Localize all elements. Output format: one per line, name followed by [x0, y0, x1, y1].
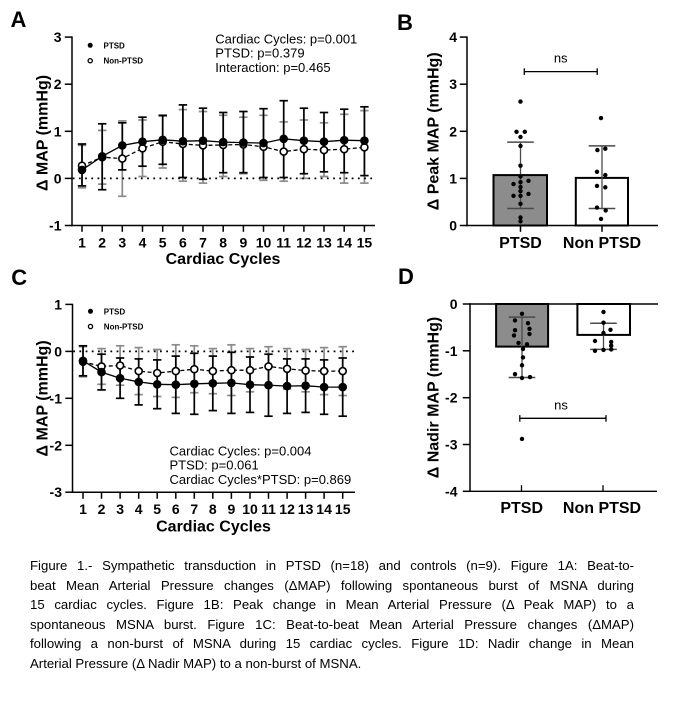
svg-text:5: 5: [159, 235, 167, 251]
svg-text:2: 2: [449, 123, 457, 139]
svg-text:A: A: [11, 7, 27, 32]
svg-text:3: 3: [54, 29, 62, 45]
svg-text:Interaction: p=0.465: Interaction: p=0.465: [215, 60, 330, 75]
svg-text:7: 7: [190, 501, 198, 517]
svg-text:12: 12: [296, 235, 312, 251]
svg-text:-2: -2: [445, 390, 458, 406]
svg-text:11: 11: [276, 235, 291, 251]
svg-text:2: 2: [98, 501, 106, 517]
svg-text:0: 0: [450, 296, 458, 312]
svg-text:0: 0: [449, 218, 457, 234]
svg-text:ns: ns: [554, 398, 568, 413]
svg-text:PTSD: PTSD: [499, 235, 542, 252]
svg-text:Non PTSD: Non PTSD: [563, 235, 641, 252]
svg-text:14: 14: [336, 235, 352, 251]
svg-text:-3: -3: [50, 484, 63, 500]
svg-text:-1: -1: [49, 218, 62, 234]
svg-text:11: 11: [261, 501, 276, 517]
svg-text:B: B: [397, 10, 413, 35]
svg-text:Cardiac Cycles: p=0.004: Cardiac Cycles: p=0.004: [170, 443, 312, 458]
svg-text:4: 4: [135, 501, 143, 517]
svg-text:0: 0: [54, 170, 62, 186]
svg-text:1: 1: [78, 235, 86, 251]
svg-text:ns: ns: [554, 51, 568, 66]
svg-text:Δ Nadir MAP (mmHg): Δ Nadir MAP (mmHg): [426, 317, 443, 478]
svg-text:Non-PTSD: Non-PTSD: [104, 57, 144, 66]
svg-text:1: 1: [449, 170, 457, 186]
svg-text:Δ MAP (mmHg): Δ MAP (mmHg): [35, 340, 52, 456]
svg-text:6: 6: [172, 501, 180, 517]
svg-text:1: 1: [54, 296, 62, 312]
svg-text:2: 2: [98, 235, 106, 251]
svg-text:PTSD: PTSD: [104, 307, 126, 316]
svg-text:3: 3: [449, 76, 457, 92]
svg-text:9: 9: [240, 235, 248, 251]
svg-text:PTSD: PTSD: [104, 41, 126, 50]
svg-text:4: 4: [139, 235, 147, 251]
svg-text:-3: -3: [445, 437, 458, 453]
svg-text:PTSD: p=0.379: PTSD: p=0.379: [215, 46, 304, 61]
svg-text:-4: -4: [445, 483, 458, 499]
svg-text:8: 8: [219, 235, 227, 251]
svg-text:7: 7: [199, 235, 207, 251]
svg-text:13: 13: [298, 501, 314, 517]
svg-text:-1: -1: [50, 390, 63, 406]
svg-text:1: 1: [54, 123, 62, 139]
svg-text:PTSD: p=0.061: PTSD: p=0.061: [170, 458, 259, 473]
svg-text:Δ MAP (mmHg): Δ MAP (mmHg): [35, 75, 52, 191]
svg-text:Cardiac Cycles: p=0.001: Cardiac Cycles: p=0.001: [215, 32, 357, 47]
svg-text:13: 13: [316, 235, 332, 251]
svg-text:4: 4: [449, 29, 457, 45]
svg-text:Δ Peak MAP (mmHg): Δ Peak MAP (mmHg): [426, 52, 443, 210]
svg-text:3: 3: [116, 501, 124, 517]
svg-text:Non-PTSD: Non-PTSD: [104, 323, 144, 332]
svg-text:10: 10: [242, 501, 258, 517]
svg-text:3: 3: [118, 235, 126, 251]
svg-text:14: 14: [316, 501, 332, 517]
svg-text:2: 2: [54, 76, 62, 92]
svg-text:0: 0: [54, 343, 62, 359]
svg-text:15: 15: [335, 501, 351, 517]
svg-text:D: D: [398, 264, 414, 289]
svg-text:Cardiac Cycles*PTSD: p=0.869: Cardiac Cycles*PTSD: p=0.869: [170, 472, 352, 487]
svg-text:Cardiac Cycles: Cardiac Cycles: [166, 251, 281, 268]
svg-text:5: 5: [153, 501, 161, 517]
svg-text:PTSD: PTSD: [500, 500, 543, 517]
svg-text:8: 8: [209, 501, 217, 517]
svg-text:Non PTSD: Non PTSD: [563, 500, 641, 517]
svg-text:12: 12: [279, 501, 295, 517]
svg-text:C: C: [11, 265, 27, 290]
svg-text:10: 10: [256, 235, 272, 251]
svg-text:9: 9: [228, 501, 236, 517]
svg-text:-2: -2: [50, 437, 63, 453]
svg-text:1: 1: [79, 501, 87, 517]
svg-text:15: 15: [357, 235, 373, 251]
svg-text:Cardiac Cycles: Cardiac Cycles: [156, 519, 271, 536]
svg-text:6: 6: [179, 235, 187, 251]
svg-text:-1: -1: [445, 343, 458, 359]
